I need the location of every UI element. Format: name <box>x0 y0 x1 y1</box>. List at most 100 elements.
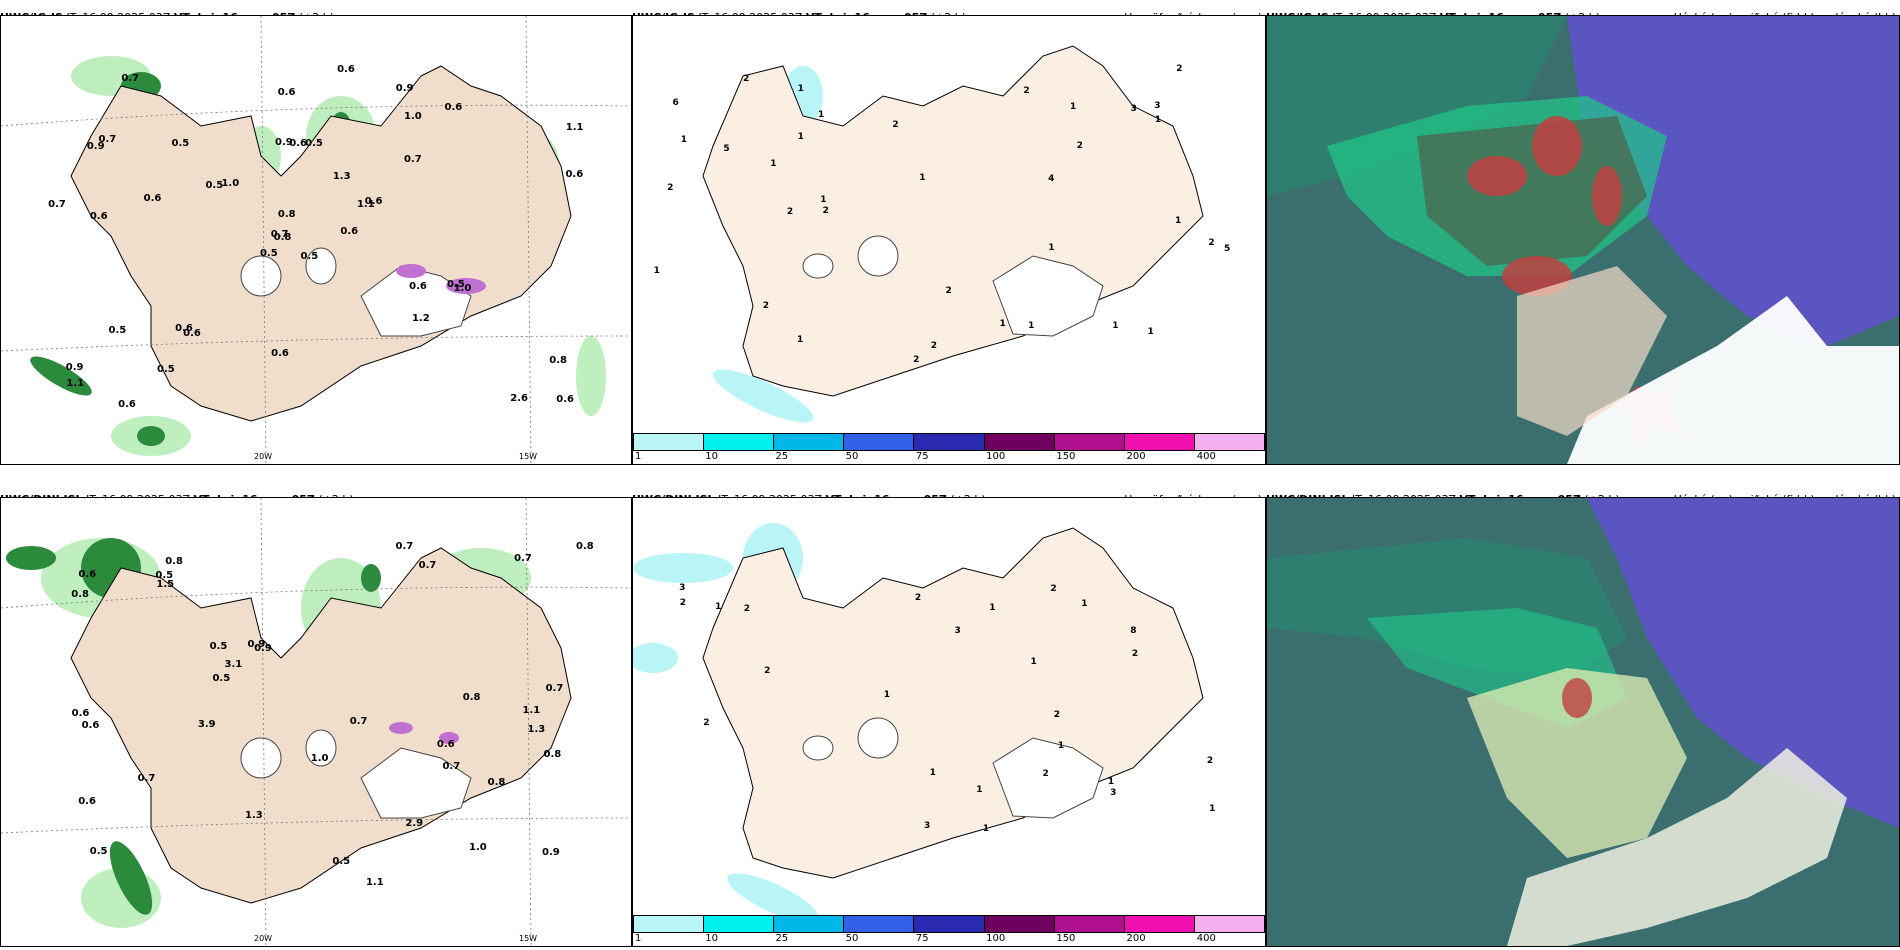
map-value-label: 0.6 <box>81 719 100 731</box>
colorbar-segment <box>844 434 915 450</box>
map-value-label: 0.6 <box>337 64 355 76</box>
colorbar-segment <box>984 434 1055 450</box>
map-value-label: 1 <box>1209 804 1216 815</box>
map-value-label: 0.6 <box>143 192 162 204</box>
colorbar-segment <box>634 916 705 932</box>
map-value-label: 0.6 <box>409 281 427 293</box>
map-value-label: 3 <box>924 820 931 831</box>
map-value-label: 2 <box>1076 140 1083 151</box>
map-value-label: 0.7 <box>137 772 156 784</box>
lon-label-20w: 20W <box>254 452 273 461</box>
map-panel-dini-isl-clouds <box>1266 497 1900 947</box>
map-value-label: 3 <box>1154 100 1161 111</box>
map-value-label: 1 <box>1048 243 1055 254</box>
colorbar-segment <box>914 434 985 450</box>
map-value-label: 0.6 <box>78 569 97 581</box>
map-value-label: 1.3 <box>332 170 351 182</box>
map-value-label: 8 <box>1130 626 1137 637</box>
map-value-label: 1 <box>820 194 827 205</box>
map-value-label: 5 <box>1223 243 1231 254</box>
map-value-label: 1 <box>929 768 936 779</box>
iceland-land <box>70 547 572 904</box>
map-value-label: 0.8 <box>165 556 183 567</box>
map-value-label: 0.7 <box>121 73 140 85</box>
colorbar-tick-label: 25 <box>775 933 789 944</box>
colorbar-segment <box>1054 916 1125 932</box>
map-value-label: 2 <box>667 183 674 194</box>
map-value-label: 1 <box>919 173 926 184</box>
map-value-label: 0.5 <box>259 247 278 259</box>
map-value-label: 0.5 <box>300 251 319 263</box>
colorbar-tick-label: 1 <box>635 933 642 944</box>
map-value-label: 0.5 <box>89 846 108 858</box>
map-value-label: 1.3 <box>527 723 546 735</box>
colorbar-tick-label: 75 <box>915 933 929 944</box>
map-value-label: 0.9 <box>247 639 266 651</box>
map-value-label: 2 <box>762 301 770 312</box>
map-value-label: 2 <box>703 718 710 729</box>
colorbar-segment <box>1054 434 1125 450</box>
map-value-label: 0.8 <box>277 208 296 220</box>
map-value-label: 0.9 <box>542 846 560 858</box>
map-value-label: 0.5 <box>155 569 174 581</box>
colorbar-segment <box>844 916 915 932</box>
map-value-label: 0.6 <box>175 322 193 334</box>
colorbar-tick-label: 10 <box>705 451 718 462</box>
map-value-label: 2 <box>930 340 937 351</box>
iceland-land <box>70 65 572 422</box>
accum-precip-map <box>633 16 1265 464</box>
map-value-label: 0.5 <box>212 672 231 684</box>
map-value-label: 1.0 <box>404 110 422 122</box>
map-value-label: 4 <box>1048 173 1055 184</box>
map-value-label: 0.5 <box>305 137 323 149</box>
colorbar-tick-label: 100 <box>986 451 1006 462</box>
map-value-label: 1.0 <box>221 177 240 189</box>
map-value-label: 0.8 <box>487 777 506 789</box>
map-value-label: 2 <box>1023 85 1030 96</box>
colorbar-segment <box>704 434 775 450</box>
map-value-label: 0.8 <box>462 692 481 704</box>
map-value-label: 1 <box>883 690 891 701</box>
colorbar-segment <box>774 916 845 932</box>
map-value-label: 2.6 <box>510 392 528 404</box>
map-value-label: 0.9 <box>65 361 84 373</box>
map-value-label: 1 <box>797 132 804 143</box>
lon-label-15w: 15W <box>519 934 538 943</box>
colorbar-tick-label: 200 <box>1126 933 1146 944</box>
map-value-label: 0.7 <box>545 682 564 694</box>
colorbar-tick-label: 400 <box>1196 451 1216 462</box>
map-value-label: 0.8 <box>273 232 292 244</box>
colorbar-segment <box>1124 434 1195 450</box>
map-value-label: 0.5 <box>209 641 228 653</box>
map-value-label: 0.6 <box>436 738 455 750</box>
precip-colorbar <box>633 433 1265 451</box>
map-value-label: 0.6 <box>118 398 136 410</box>
map-value-label: 0.9 <box>254 643 272 655</box>
precip-colorbar-labels: 1 10 25 50 75 100 150 200 400 <box>633 933 1265 945</box>
map-value-label: 2 <box>1206 756 1214 767</box>
map-value-label: 0.9 <box>275 136 293 148</box>
map-value-label: 2 <box>913 355 920 366</box>
map-value-label: 2 <box>1050 583 1057 594</box>
map-value-label: 6 <box>672 97 679 108</box>
map-value-label: 1 <box>1081 598 1088 609</box>
colorbar-segment <box>1194 434 1264 450</box>
map-value-label: 1.0 <box>469 842 487 854</box>
lon-label-20w: 20W <box>254 934 273 943</box>
map-value-label: 1 <box>976 784 983 795</box>
colorbar-segment <box>914 916 985 932</box>
map-value-label: 0.6 <box>271 347 289 359</box>
map-value-label: 0.5 <box>447 278 465 290</box>
map-value-label: 1 <box>982 823 990 834</box>
colorbar-segment <box>1194 916 1264 932</box>
map-value-label: 2 <box>764 665 771 676</box>
map-value-label: 1.1 <box>66 378 85 390</box>
map-value-label: 0.6 <box>277 87 296 99</box>
precip-value-labels: 0.5 0.9 0.8 0.9 1.1 0.6 0.9 0.5 1.0 0.6 0.7 0.6 0.6 1… <box>1 16 631 464</box>
map-value-label: 1 <box>680 135 688 146</box>
map-value-label: 0.6 <box>444 101 463 113</box>
map-value-label: 0.7 <box>48 199 66 211</box>
map-value-label: 0.8 <box>543 749 562 761</box>
map-panel-ig-is-clouds <box>1266 15 1900 465</box>
